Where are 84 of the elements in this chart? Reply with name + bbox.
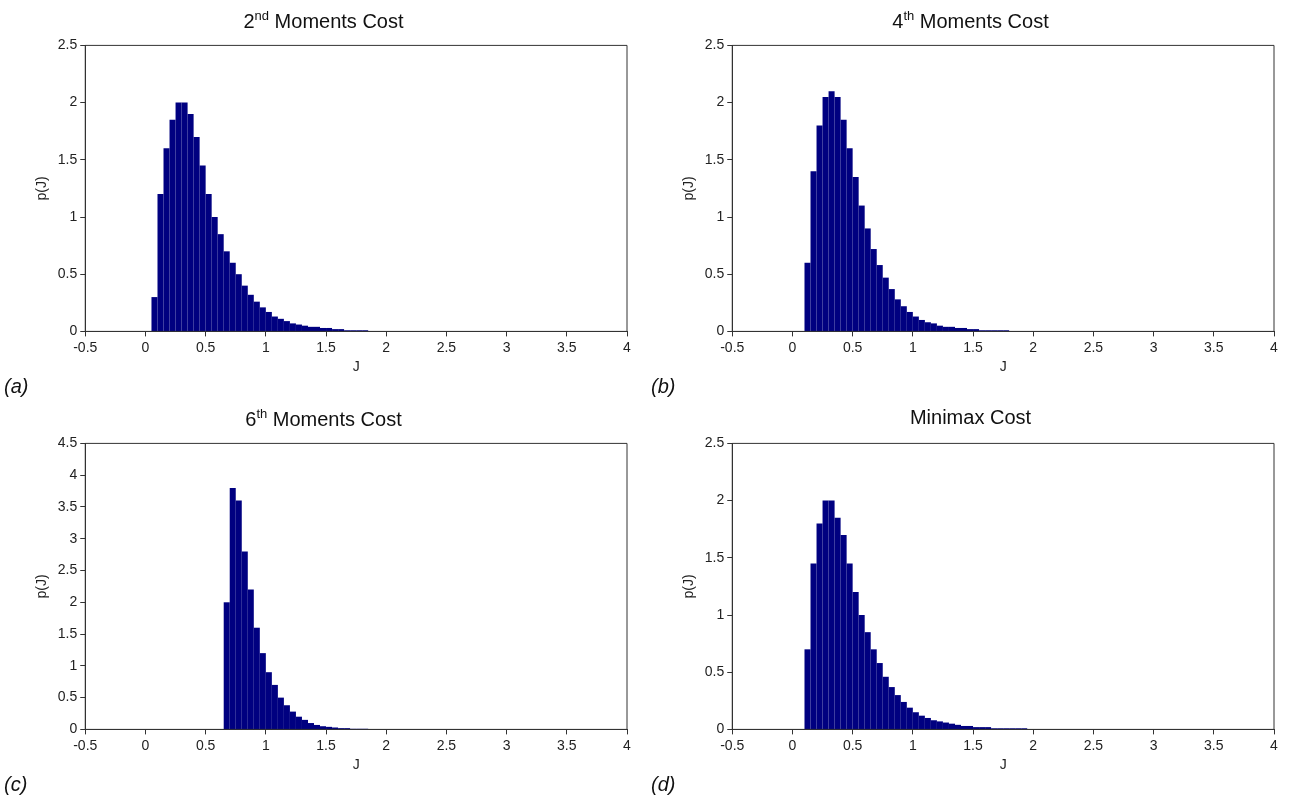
y-tick-label: 1.5	[57, 150, 78, 167]
y-tick-label: 0	[69, 720, 78, 737]
x-tick-label: 1	[908, 736, 917, 753]
y-tick-label: 2	[69, 93, 78, 110]
x-tick-label: 3.5	[557, 338, 577, 355]
x-tick-label: 1.5	[316, 338, 336, 355]
x-tick-label: 3	[502, 736, 511, 753]
x-axis-title: J	[352, 756, 360, 773]
x-tick-label: -0.5	[73, 736, 98, 753]
x-tick-label: 3	[1149, 338, 1158, 355]
x-tick-label: 1.5	[963, 338, 983, 355]
y-tick-label: 2.5	[57, 561, 78, 578]
x-tick-label: -0.5	[720, 736, 745, 753]
x-axis-title: J	[352, 358, 360, 375]
y-tick-label: 1	[69, 207, 78, 224]
y-tick-label: 2	[716, 93, 725, 110]
y-tick-label: 0	[716, 322, 725, 339]
chart-title: Minimax Cost	[908, 406, 1033, 429]
x-tick-label: 3.5	[557, 736, 577, 753]
x-tick-label: 4	[1270, 736, 1279, 753]
y-tick-label: 0	[69, 322, 78, 339]
x-tick-label: 2.5	[436, 338, 457, 355]
y-axis-title: p(J)	[33, 176, 50, 201]
x-tick-label: 3.5	[1204, 736, 1224, 753]
x-tick-label: 1	[261, 736, 270, 753]
y-tick-label: 1.5	[704, 150, 725, 167]
text: (d)	[651, 773, 676, 796]
x-tick-label: 0.5	[195, 338, 216, 355]
x-tick-label: 1.5	[963, 736, 983, 753]
y-tick-label: 2.5	[704, 36, 725, 53]
y-axis-title: p(J)	[680, 574, 697, 599]
x-axis-title: J	[999, 358, 1007, 375]
x-tick-label: 2	[382, 338, 391, 355]
y-tick-label: 3	[69, 529, 78, 546]
x-tick-label: 1.5	[316, 736, 336, 753]
x-tick-label: 3	[502, 338, 511, 355]
y-tick-label: 0.5	[57, 688, 78, 705]
y-tick-label: 2.5	[704, 434, 725, 451]
y-tick-label: 2.5	[57, 36, 78, 53]
y-axis-title: p(J)	[680, 176, 697, 201]
x-tick-label: 2.5	[1083, 736, 1104, 753]
x-tick-label: 2	[1029, 736, 1038, 753]
x-tick-label: 1	[908, 338, 917, 355]
y-axis-title: p(J)	[33, 574, 50, 599]
y-tick-label: 1.5	[704, 548, 725, 565]
chart-title: 6$^{th}$ Moments Cost	[244, 406, 403, 431]
x-tick-label: 0.5	[842, 736, 863, 753]
x-tick-label: 0	[788, 736, 797, 753]
y-tick-label: 3.5	[57, 497, 78, 514]
y-tick-label: 1	[716, 207, 725, 224]
y-tick-label: 4.5	[57, 434, 78, 451]
x-tick-label: 3.5	[1204, 338, 1224, 355]
x-tick-label: 4	[1270, 338, 1279, 355]
chart-title: 4$^{th}$ Moments Cost	[891, 8, 1050, 33]
x-tick-label: 4	[623, 736, 632, 753]
x-tick-label: 0	[788, 338, 797, 355]
x-axis-title: J	[999, 756, 1007, 773]
y-tick-label: 0.5	[704, 265, 725, 282]
y-tick-label: 1	[716, 605, 725, 622]
y-tick-label: 4	[69, 466, 78, 483]
x-tick-label: 4	[623, 338, 632, 355]
x-tick-label: 0.5	[842, 338, 863, 355]
y-tick-label: 0.5	[704, 663, 725, 680]
x-tick-label: 2.5	[1083, 338, 1104, 355]
x-tick-label: 3	[1149, 736, 1158, 753]
x-tick-label: 0.5	[195, 736, 216, 753]
text: (b)	[651, 375, 676, 398]
chart-title: 2$^{nd}$ Moments Cost	[242, 8, 405, 33]
x-tick-label: -0.5	[720, 338, 745, 355]
x-tick-label: -0.5	[73, 338, 98, 355]
x-tick-label: 2	[1029, 338, 1038, 355]
y-tick-label: 0.5	[57, 265, 78, 282]
x-tick-label: 0	[141, 736, 150, 753]
y-tick-label: 2	[716, 491, 725, 508]
text: (c)	[4, 773, 28, 796]
x-tick-label: 1	[261, 338, 270, 355]
y-tick-label: 2	[69, 593, 78, 610]
x-tick-label: 2.5	[436, 736, 457, 753]
text: (a)	[4, 375, 29, 398]
y-tick-label: 1.5	[57, 624, 78, 641]
y-tick-label: 1	[69, 656, 78, 673]
x-tick-label: 0	[141, 338, 150, 355]
y-tick-label: 0	[716, 720, 725, 737]
x-tick-label: 2	[382, 736, 391, 753]
